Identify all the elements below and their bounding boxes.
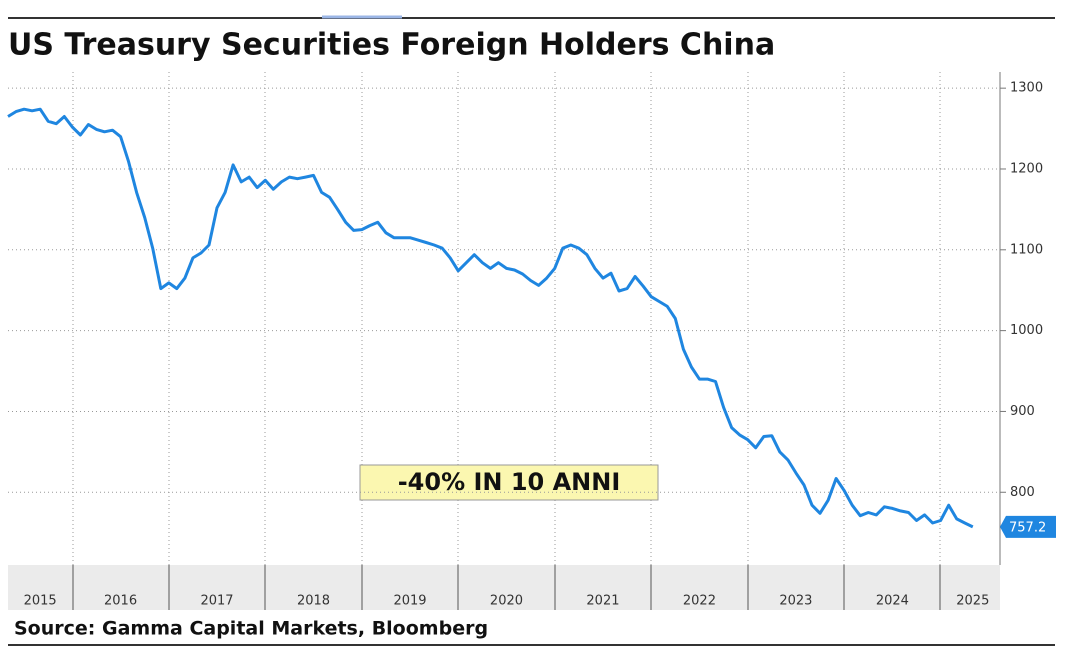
x-tick-label: 2015 <box>24 594 57 609</box>
x-tick-label: 2020 <box>490 594 523 609</box>
source: Source: Gamma Capital Markets, Bloomberg <box>14 618 488 640</box>
y-tick-label: 800 <box>1010 485 1035 500</box>
last-value-callout <box>1000 515 1056 538</box>
y-tick-label: 1300 <box>1010 81 1043 96</box>
year-separators <box>72 565 941 610</box>
x-tick-label: 2025 <box>956 594 989 609</box>
annotation-box <box>359 464 659 501</box>
line-series <box>7 107 974 529</box>
y-tick-label: 1200 <box>1010 161 1043 176</box>
x-axis-band <box>8 565 1000 610</box>
y-tick-label: 1000 <box>1010 323 1043 338</box>
x-tick-label: 2018 <box>297 594 330 609</box>
x-tick-label: 2021 <box>586 594 619 609</box>
x-tick-label: 2022 <box>683 594 716 609</box>
annotation: -40% IN 10 ANNI <box>398 468 621 496</box>
y-tick-label: 1100 <box>1010 242 1043 257</box>
last-value-label: 757.2 <box>1009 520 1046 535</box>
x-tick-label: 2024 <box>876 594 909 609</box>
x-tick-label: 2023 <box>779 594 812 609</box>
x-tick-label: 2016 <box>104 594 137 609</box>
y-tick-label: 900 <box>1010 404 1035 419</box>
x-tick-label: 2017 <box>200 594 233 609</box>
chart-title: US Treasury Securities Foreign Holders C… <box>8 28 775 63</box>
x-tick-label: 2019 <box>393 594 426 609</box>
